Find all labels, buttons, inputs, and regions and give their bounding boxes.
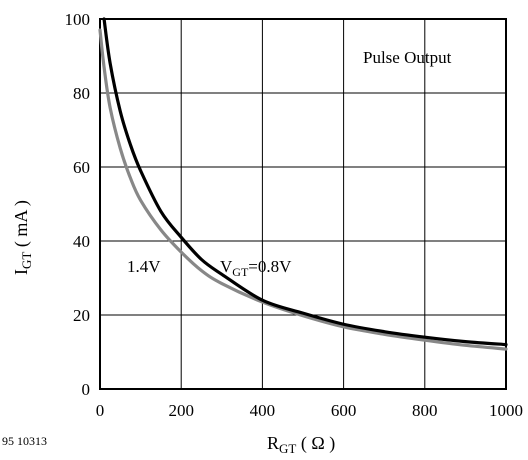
x-tick-label-0: 0 <box>96 401 105 420</box>
y-axis-title: IGT ( mA ) <box>11 200 34 275</box>
x-tick-label-400: 400 <box>250 401 276 420</box>
figure-id: 95 10313 <box>2 434 47 448</box>
y-tick-label-40: 40 <box>73 232 90 251</box>
series-line-1-4v <box>98 28 508 351</box>
x-tick-label-200: 200 <box>168 401 194 420</box>
grid-lines <box>99 18 507 390</box>
x-tick-label-1000: 1000 <box>489 401 523 420</box>
x-tick-label-600: 600 <box>331 401 357 420</box>
curves <box>98 17 508 351</box>
y-tick-labels: 0 20 40 60 80 100 <box>65 10 91 399</box>
y-tick-label-100: 100 <box>65 10 91 29</box>
annotation-1-4v: 1.4V <box>127 257 161 276</box>
annotation-vgt-0-8v: VGT=0.8V <box>220 257 292 279</box>
plot-frame <box>99 18 507 390</box>
y-tick-label-0: 0 <box>82 380 91 399</box>
y-tick-label-60: 60 <box>73 158 90 177</box>
x-tick-labels: 0 200 400 600 800 1000 <box>96 401 523 420</box>
y-tick-label-80: 80 <box>73 84 90 103</box>
series-line-vgt-0-8v <box>102 17 508 347</box>
annotation-pulse-output: Pulse Output <box>363 48 452 67</box>
x-tick-label-800: 800 <box>412 401 438 420</box>
y-tick-label-20: 20 <box>73 306 90 325</box>
x-axis-title: RGT ( Ω ) <box>267 433 335 456</box>
